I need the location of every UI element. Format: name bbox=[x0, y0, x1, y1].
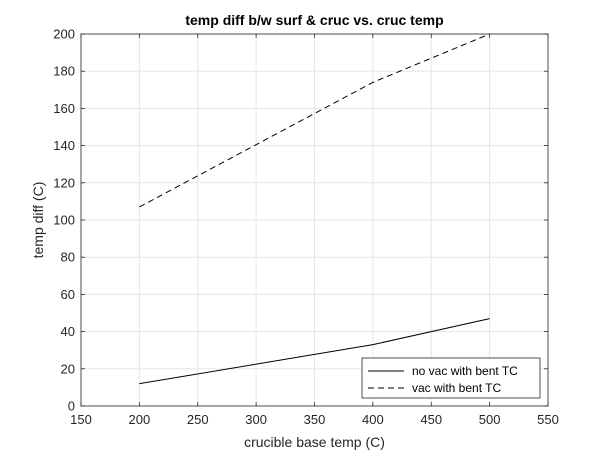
y-tick-label: 60 bbox=[61, 287, 75, 302]
y-tick-label: 140 bbox=[53, 138, 75, 153]
chart-title: temp diff b/w surf & cruc vs. cruc temp bbox=[185, 12, 443, 28]
axis-ticks: 150 200 250 300 350 400 450 500 550 0 20 40 60 80 100 1… bbox=[53, 27, 559, 428]
x-tick-label: 500 bbox=[479, 412, 501, 427]
x-tick-label: 450 bbox=[420, 412, 442, 427]
x-tick-label: 150 bbox=[70, 412, 92, 427]
y-tick-label: 0 bbox=[68, 399, 75, 414]
y-axis-label: temp diff (C) bbox=[30, 182, 46, 259]
series-layer bbox=[139, 33, 490, 385]
series-line-no-vac bbox=[139, 318, 490, 385]
x-axis-label: crucible base temp (C) bbox=[244, 434, 385, 450]
plot-area: 150 200 250 300 350 400 450 500 550 0 20 40 60 80 100 1… bbox=[53, 27, 559, 428]
x-tick-label: 550 bbox=[537, 412, 559, 427]
x-tick-label: 400 bbox=[362, 412, 384, 427]
legend: no vac with bent TC vac with bent TC bbox=[361, 357, 541, 399]
x-tick-label: 350 bbox=[304, 412, 326, 427]
y-tick-label: 40 bbox=[61, 324, 75, 339]
y-tick-label: 160 bbox=[53, 101, 75, 116]
series-line-vac bbox=[139, 33, 490, 208]
y-tick-label: 120 bbox=[53, 175, 75, 190]
y-tick-label: 100 bbox=[53, 213, 75, 228]
y-tick-label: 20 bbox=[61, 361, 75, 376]
legend-entry-no-vac: no vac with bent TC bbox=[412, 364, 518, 378]
grid-lines bbox=[80, 33, 549, 407]
legend-entry-vac: vac with bent TC bbox=[412, 381, 501, 395]
x-tick-label: 300 bbox=[245, 412, 267, 427]
x-tick-label: 250 bbox=[187, 412, 209, 427]
y-tick-label: 80 bbox=[61, 250, 75, 265]
y-tick-label: 180 bbox=[53, 64, 75, 79]
y-tick-label: 200 bbox=[53, 27, 75, 42]
legend-box bbox=[361, 357, 541, 399]
x-tick-label: 200 bbox=[129, 412, 151, 427]
